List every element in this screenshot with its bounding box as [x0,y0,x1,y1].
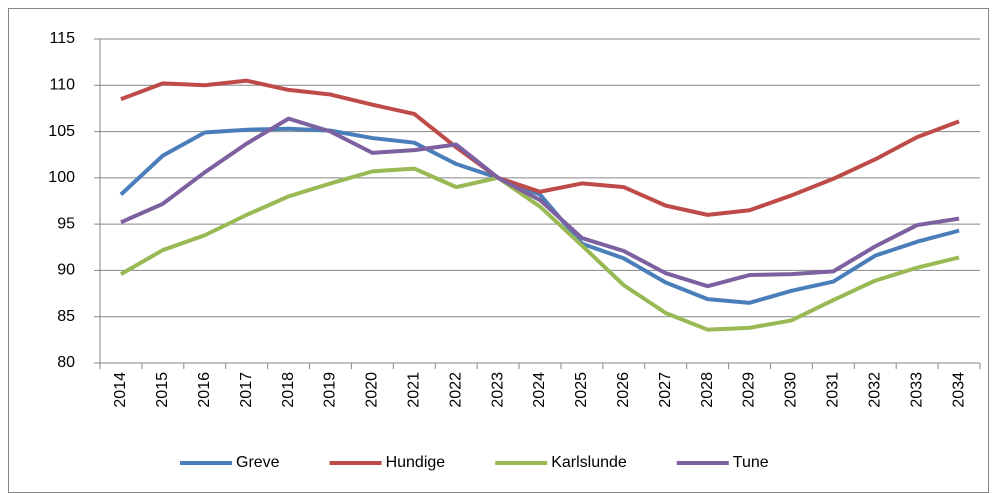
x-tick-label: 2018 [280,372,297,408]
series-line [120,116,960,289]
y-tick-label: 105 [48,123,75,140]
legend-label: Hundige [386,454,446,471]
y-tick-label: 90 [57,262,75,279]
y-tick-label: 100 [48,169,75,186]
x-tick-label: 2017 [238,372,255,408]
y-tick-label: 95 [57,215,75,232]
y-tick-label: 80 [57,354,75,371]
x-tick-label: 2023 [489,372,506,408]
x-tick-label: 2025 [573,372,590,408]
x-tick-label: 2026 [615,372,632,408]
x-tick-label: 2033 [908,372,925,408]
chart-border [8,8,989,493]
x-tick-label: 2024 [531,372,548,408]
x-tick-label: 2016 [196,372,213,408]
x-tick-label: 2031 [825,372,842,408]
y-tick-label: 115 [49,30,75,47]
y-tick-label: 110 [49,77,75,94]
legend-label: Karlslunde [551,454,627,471]
x-tick-label: 2022 [447,372,464,408]
x-tick-label: 2019 [322,372,339,408]
x-tick-label: 2020 [364,372,381,408]
x-tick-label: 2015 [154,372,171,408]
y-tick-label: 85 [57,308,75,325]
series-line [119,126,960,305]
x-tick-label: 2014 [112,372,129,408]
x-tick-label: 2021 [406,372,423,408]
series-line [120,78,960,217]
legend-label: Tune [733,454,769,471]
x-tick-label: 2032 [866,372,883,408]
series-line [119,166,960,332]
legend-label: Greve [236,454,280,471]
x-tick-label: 2030 [783,372,800,408]
x-tick-label: 2029 [741,372,758,408]
x-tick-label: 2027 [657,372,674,408]
x-tick-label: 2034 [950,372,967,408]
x-tick-label: 2028 [699,372,716,408]
